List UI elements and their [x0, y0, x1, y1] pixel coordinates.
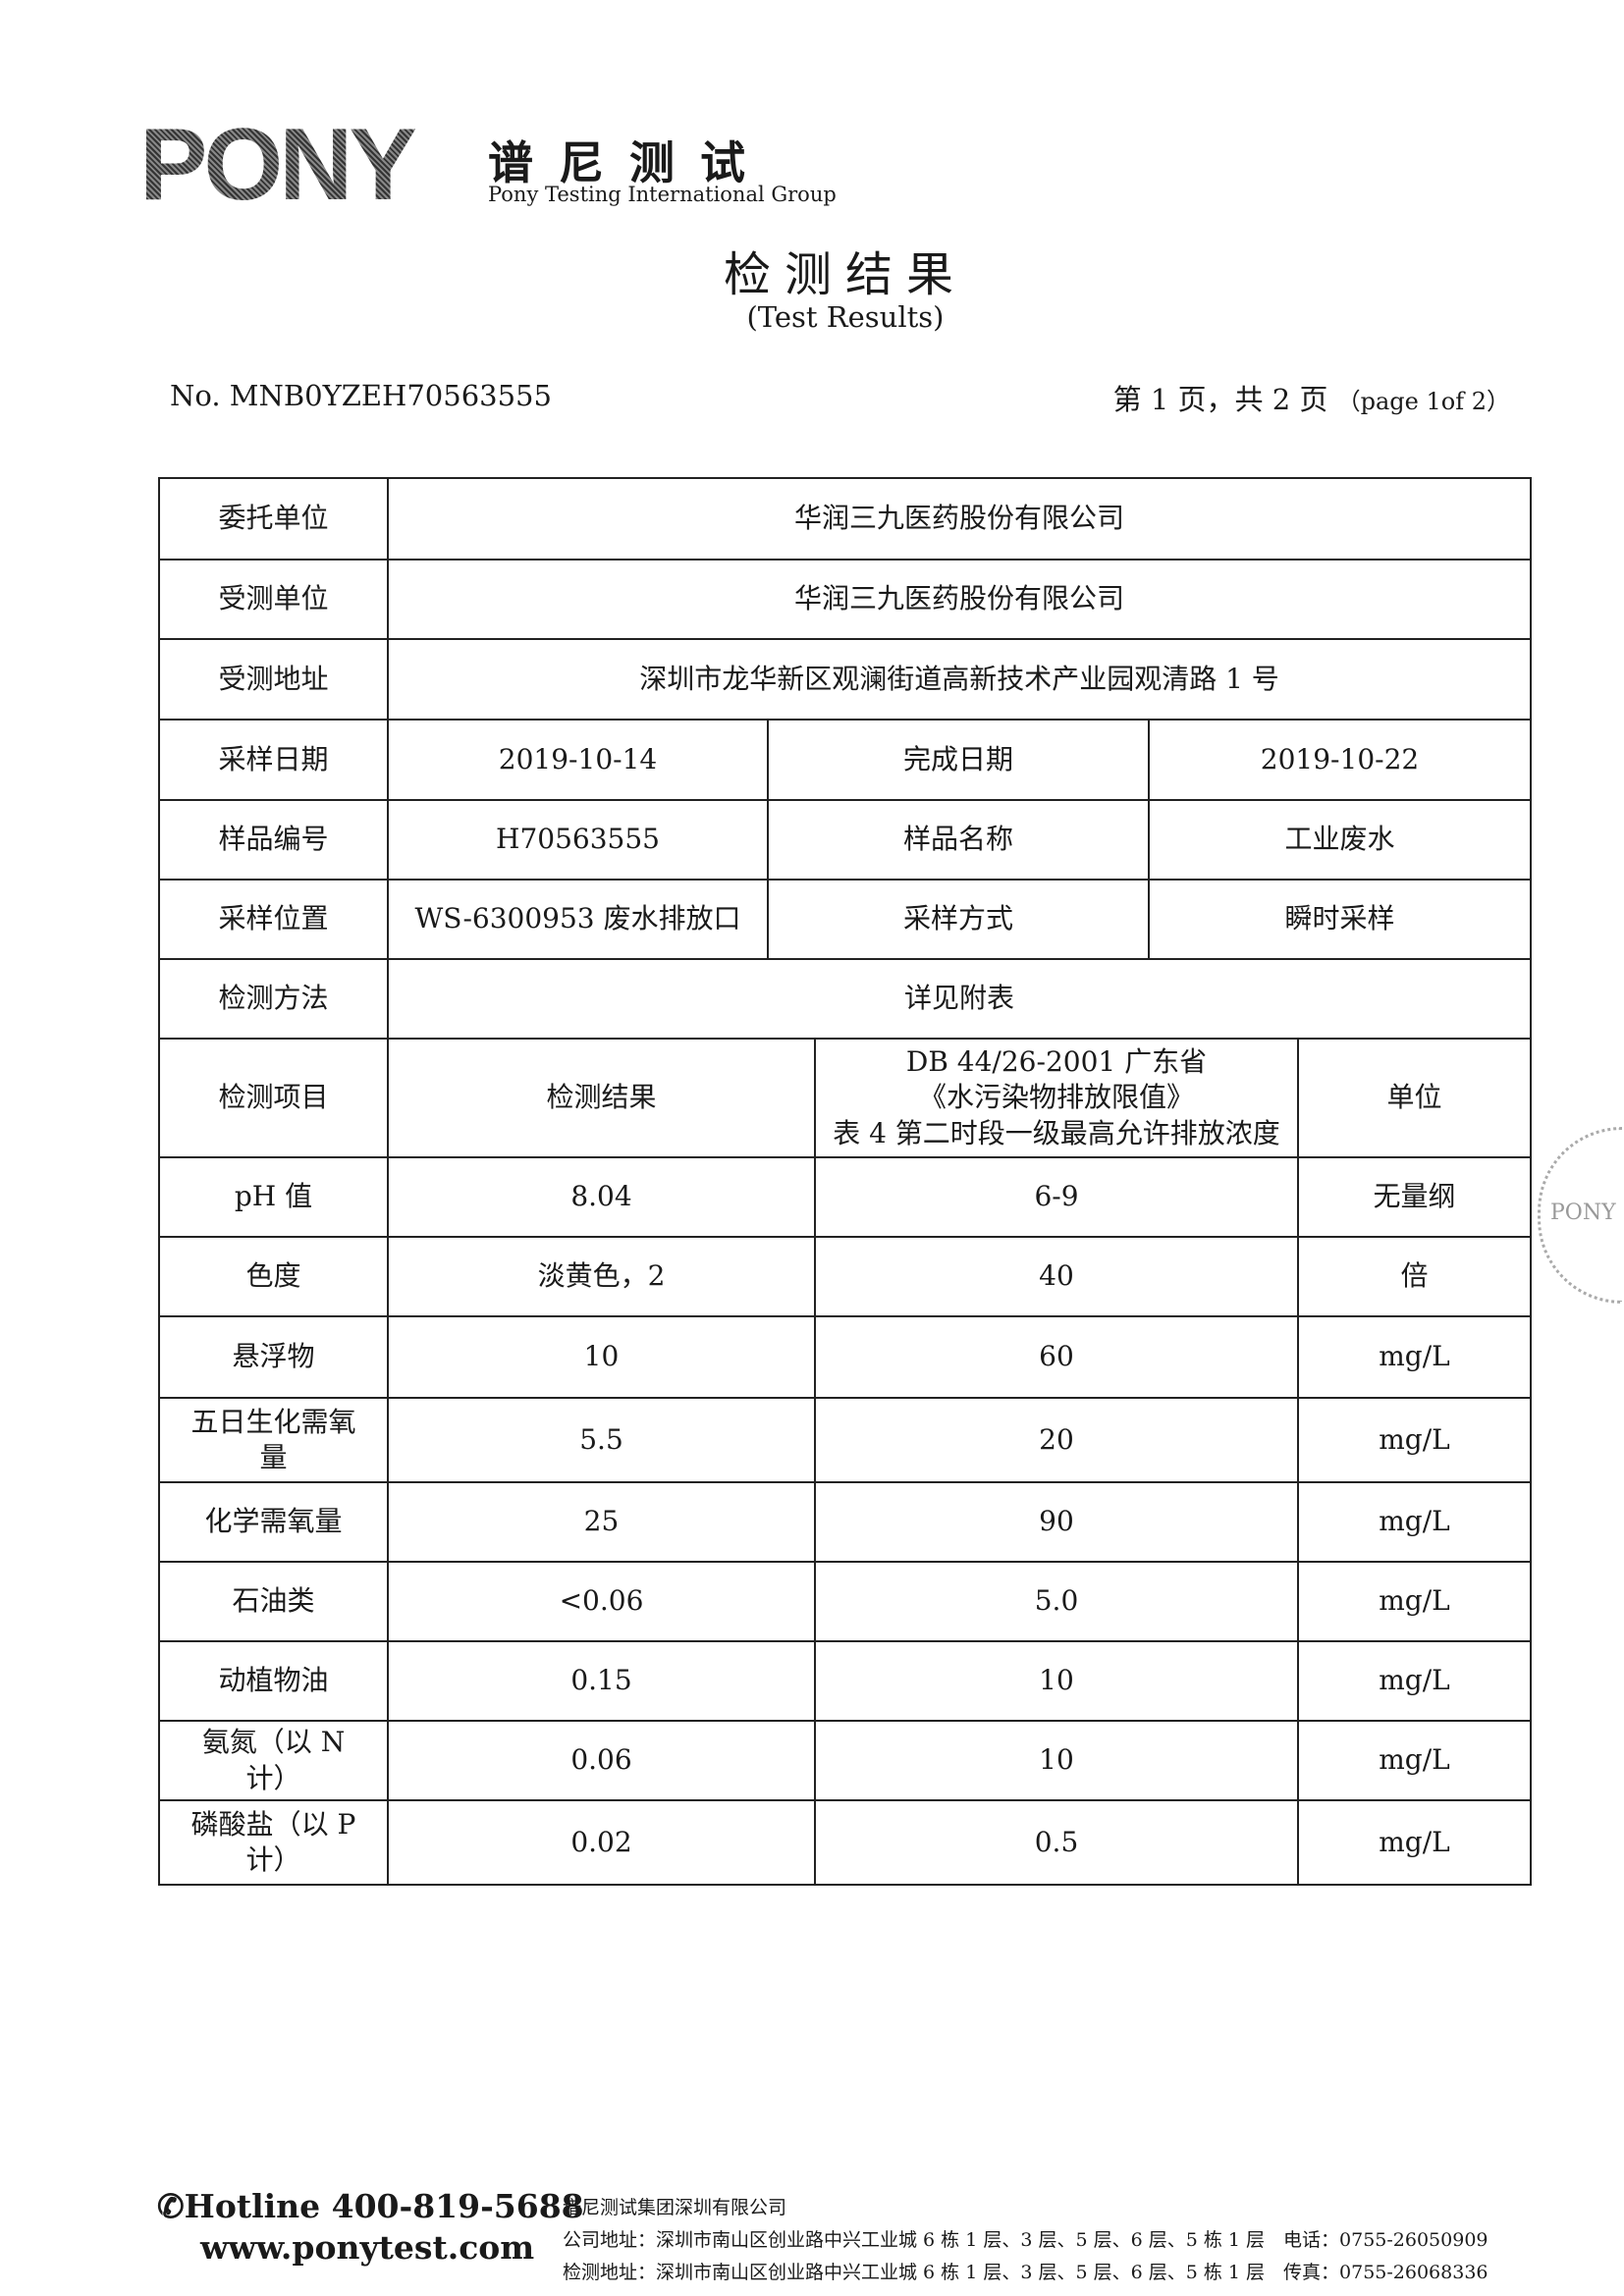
- lab-address: 检测地址：深圳市南山区创业路中兴工业城 6 栋 1 层、3 层、5 层、6 层、…: [563, 2262, 1489, 2283]
- label: 采样日期: [158, 719, 389, 801]
- label: 完成日期: [767, 719, 1150, 801]
- limit-line2: 《水污染物排放限值》: [918, 1081, 1194, 1114]
- cell-item: 氨氮（以 N 计）: [158, 1720, 389, 1801]
- company-name: 谱尼测试集团深圳有限公司: [563, 2197, 787, 2218]
- result-row: 磷酸盐（以 P 计） 0.02 0.5 mg/L: [158, 1799, 1532, 1886]
- cell-item: 化学需氧量: [158, 1481, 389, 1563]
- phone-icon: ✆: [157, 2187, 185, 2225]
- cell-limit: 0.5: [814, 1799, 1299, 1886]
- brand-name-cn: 谱尼测试: [488, 136, 771, 189]
- cell-result: 5.5: [387, 1397, 816, 1483]
- value: H70563555: [387, 799, 769, 881]
- cell-limit: 5.0: [814, 1561, 1299, 1642]
- result-row: 化学需氧量 25 90 mg/L: [158, 1481, 1532, 1563]
- cell-unit: mg/L: [1297, 1720, 1532, 1801]
- label: 受测地址: [158, 638, 389, 721]
- value: 瞬时采样: [1148, 879, 1532, 960]
- result-row: 石油类 <0.06 5.0 mg/L: [158, 1561, 1532, 1642]
- value: 华润三九医药股份有限公司: [387, 477, 1532, 561]
- company-address: 公司地址：深圳市南山区创业路中兴工业城 6 栋 1 层、3 层、5 层、6 层、…: [563, 2229, 1489, 2251]
- row-tested-unit: 受测单位 华润三九医药股份有限公司: [158, 559, 1532, 640]
- row-sample: 样品编号 H70563555 样品名称 工业废水: [158, 799, 1532, 881]
- cell-item: 磷酸盐（以 P 计）: [158, 1799, 389, 1886]
- cell-item: 悬浮物: [158, 1315, 389, 1399]
- cell-result: 淡黄色，2: [387, 1236, 816, 1317]
- cell-limit: 20: [814, 1397, 1299, 1483]
- row-dates: 采样日期 2019-10-14 完成日期 2019-10-22: [158, 719, 1532, 801]
- result-row: pH 值 8.04 6-9 无量纲: [158, 1156, 1532, 1238]
- value: 2019-10-22: [1148, 719, 1532, 801]
- cell-item: 色度: [158, 1236, 389, 1317]
- cell-limit: 90: [814, 1481, 1299, 1563]
- limit-line1: DB 44/26-2001 广东省: [905, 1044, 1208, 1078]
- cell-limit: 6-9: [814, 1156, 1299, 1238]
- cell-result: 0.15: [387, 1640, 816, 1722]
- document-number: No. MNB0YZEH70563555: [170, 379, 552, 412]
- cell-item: 动植物油: [158, 1640, 389, 1722]
- cell-limit: 40: [814, 1236, 1299, 1317]
- value: WS-6300953 废水排放口: [387, 879, 769, 960]
- label: 样品编号: [158, 799, 389, 881]
- company-stamp: PONY: [1538, 1127, 1622, 1304]
- value: 详见附表: [387, 958, 1532, 1040]
- cell-unit: mg/L: [1297, 1481, 1532, 1563]
- cell-unit: mg/L: [1297, 1397, 1532, 1483]
- cell-unit: mg/L: [1297, 1561, 1532, 1642]
- cell-result: 8.04: [387, 1156, 816, 1238]
- result-row: 氨氮（以 N 计） 0.06 10 mg/L: [158, 1720, 1532, 1801]
- result-row: 五日生化需氧量 5.5 20 mg/L: [158, 1397, 1532, 1483]
- cell-result: 0.02: [387, 1799, 816, 1886]
- label: 受测单位: [158, 559, 389, 640]
- brand-name-en: Pony Testing International Group: [488, 183, 837, 206]
- value: 深圳市龙华新区观澜街道高新技术产业园观清路 1 号: [387, 638, 1532, 721]
- label: 采样方式: [767, 879, 1150, 960]
- header-item: 检测项目: [158, 1038, 389, 1158]
- cell-limit: 60: [814, 1315, 1299, 1399]
- cell-result: 25: [387, 1481, 816, 1563]
- cell-limit: 10: [814, 1720, 1299, 1801]
- page-number-en: （page 1of 2）: [1336, 388, 1510, 415]
- cell-result: 10: [387, 1315, 816, 1399]
- footer-addresses: 谱尼测试集团深圳有限公司 公司地址：深圳市南山区创业路中兴工业城 6 栋 1 层…: [563, 2192, 1489, 2289]
- cell-result: 0.06: [387, 1720, 816, 1801]
- result-row: 动植物油 0.15 10 mg/L: [158, 1640, 1532, 1722]
- result-row: 色度 淡黄色，2 40 倍: [158, 1236, 1532, 1317]
- label: 检测方法: [158, 958, 389, 1040]
- cell-result: <0.06: [387, 1561, 816, 1642]
- header-limit: DB 44/26-2001 广东省 《水污染物排放限值》表 4 第二时段一级最高允…: [814, 1038, 1299, 1158]
- label: 委托单位: [158, 477, 389, 561]
- result-row: 悬浮物 10 60 mg/L: [158, 1315, 1532, 1399]
- footer-contact: ✆Hotline 400-819-5688 www.ponytest.com: [157, 2186, 584, 2269]
- results-table: 委托单位 华润三九医药股份有限公司 受测单位 华润三九医药股份有限公司 受测地址 深圳…: [158, 477, 1532, 1886]
- header-row: 检测项目 检测结果 DB 44/26-2001 广东省 《水污染物排放限值》表 4…: [158, 1038, 1532, 1158]
- pony-logo: PONY: [139, 114, 463, 216]
- value: 2019-10-14: [387, 719, 769, 801]
- document-subtitle: (Test Results): [746, 300, 945, 334]
- value: 华润三九医药股份有限公司: [387, 559, 1532, 640]
- cell-limit: 10: [814, 1640, 1299, 1722]
- cell-unit: mg/L: [1297, 1640, 1532, 1722]
- document-title: 检测结果: [723, 247, 967, 302]
- cell-unit: 无量纲: [1297, 1156, 1532, 1238]
- cell-item: pH 值: [158, 1156, 389, 1238]
- cell-unit: mg/L: [1297, 1799, 1532, 1886]
- label: 样品名称: [767, 799, 1150, 881]
- page-number: 第 1 页，共 2 页 （page 1of 2）: [1113, 377, 1510, 418]
- row-test-method: 检测方法 详见附表: [158, 958, 1532, 1040]
- value: 工业废水: [1148, 799, 1532, 881]
- limit-line3: 表 4 第二时段一级最高允许排放浓度: [833, 1116, 1280, 1149]
- cell-unit: mg/L: [1297, 1315, 1532, 1399]
- row-address: 受测地址 深圳市龙华新区观澜街道高新技术产业园观清路 1 号: [158, 638, 1532, 721]
- row-client: 委托单位 华润三九医药股份有限公司: [158, 477, 1532, 561]
- website-link[interactable]: www.ponytest.com: [200, 2228, 535, 2267]
- page-number-cn: 第 1 页，共 2 页: [1112, 383, 1328, 416]
- row-location: 采样位置 WS-6300953 废水排放口 采样方式 瞬时采样: [158, 879, 1532, 960]
- label: 采样位置: [158, 879, 389, 960]
- header-unit: 单位: [1297, 1038, 1532, 1158]
- hotline: Hotline 400-819-5688: [184, 2187, 584, 2225]
- cell-item: 石油类: [158, 1561, 389, 1642]
- header-result: 检测结果: [387, 1038, 816, 1158]
- cell-unit: 倍: [1297, 1236, 1532, 1317]
- cell-item: 五日生化需氧量: [158, 1397, 389, 1483]
